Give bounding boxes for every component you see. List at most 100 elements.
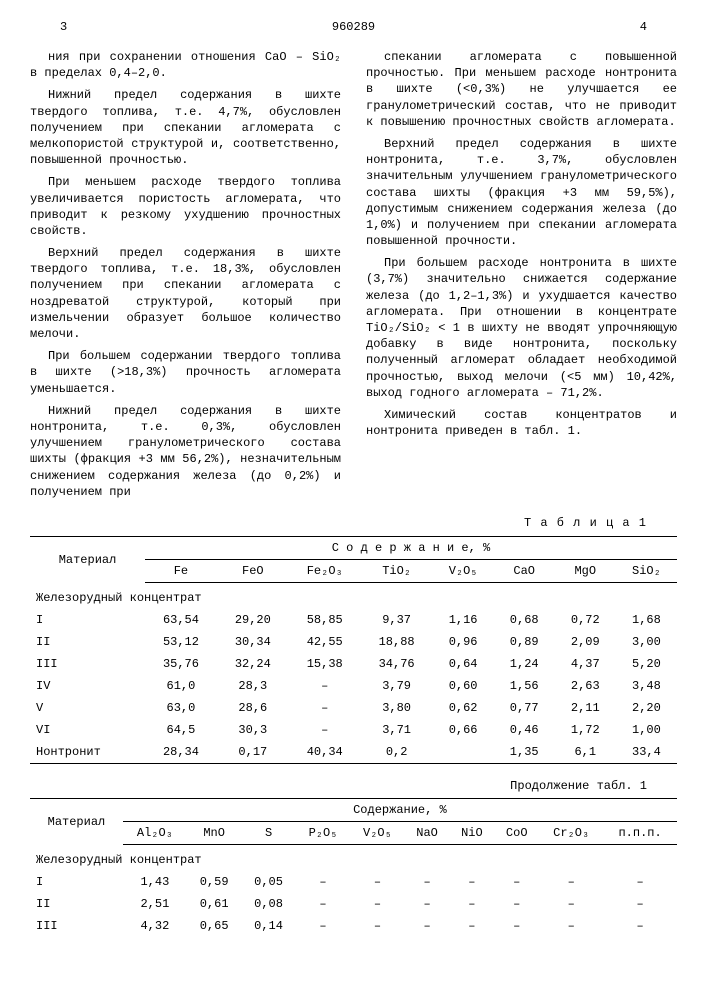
cell: – xyxy=(296,893,350,915)
cell: – xyxy=(449,893,494,915)
cell: – xyxy=(449,915,494,937)
cell: 35,76 xyxy=(145,653,217,675)
group: Железорудный концентрат xyxy=(30,582,677,609)
para: При большем расходе нонтронита в шихте (… xyxy=(366,255,677,401)
table-row: III35,7632,2415,3834,760,641,244,375,20 xyxy=(30,653,677,675)
row-label: Нонтронит xyxy=(30,741,145,763)
cell: 0,60 xyxy=(433,675,494,697)
cell: 0,96 xyxy=(433,631,494,653)
cell: 2,20 xyxy=(616,697,677,719)
cell: 0,62 xyxy=(433,697,494,719)
cell: 9,37 xyxy=(361,609,433,631)
patent-number: 960289 xyxy=(302,20,405,34)
para: ния при сохранении отношения CaO – SiO₂ … xyxy=(30,49,341,81)
cell: – xyxy=(405,871,450,893)
cell: 64,5 xyxy=(145,719,217,741)
col-material: Материал xyxy=(30,798,123,844)
row-label: I xyxy=(30,609,145,631)
table2-cols: Al₂O₃MnOSP₂O₅V₂O₅NaONiOCoOCr₂O₃п.п.п. xyxy=(30,821,677,844)
cell: 0,59 xyxy=(187,871,241,893)
cell: 0,89 xyxy=(494,631,555,653)
row-label: II xyxy=(30,893,123,915)
cell: 0,68 xyxy=(494,609,555,631)
row-label: VI xyxy=(30,719,145,741)
cell: – xyxy=(603,893,677,915)
body-columns: ния при сохранении отношения CaO – SiO₂ … xyxy=(30,49,677,506)
row-label: I xyxy=(30,871,123,893)
row-label: III xyxy=(30,915,123,937)
cell: 29,20 xyxy=(217,609,289,631)
cell: 34,76 xyxy=(361,653,433,675)
cell: 32,24 xyxy=(217,653,289,675)
cell: 0,46 xyxy=(494,719,555,741)
cell: 2,09 xyxy=(555,631,616,653)
cell: 0,72 xyxy=(555,609,616,631)
cell: 1,35 xyxy=(494,741,555,763)
cell: 0,61 xyxy=(187,893,241,915)
col: NiO xyxy=(449,821,494,844)
cell: 1,72 xyxy=(555,719,616,741)
cell: 28,6 xyxy=(217,697,289,719)
cell: – xyxy=(539,915,603,937)
col: TiO₂ xyxy=(361,559,433,582)
table-2: Материал Содержание, % Al₂O₃MnOSP₂O₅V₂O₅… xyxy=(30,798,677,937)
cell: – xyxy=(289,675,361,697)
cell: 0,08 xyxy=(241,893,295,915)
col: MgO xyxy=(555,559,616,582)
cell: 1,00 xyxy=(616,719,677,741)
cell: 28,34 xyxy=(145,741,217,763)
col-span: Содержание, % xyxy=(123,798,677,821)
col-span: С о д е р ж а н и е, % xyxy=(145,536,677,559)
para: Химический состав концентратов и нонтрон… xyxy=(366,407,677,439)
cell: 2,51 xyxy=(123,893,187,915)
cell: – xyxy=(494,893,539,915)
cell: 33,4 xyxy=(616,741,677,763)
cell: – xyxy=(539,893,603,915)
cell: – xyxy=(494,871,539,893)
cell: 4,37 xyxy=(555,653,616,675)
col: V₂O₅ xyxy=(350,821,404,844)
cell: – xyxy=(296,915,350,937)
cell: 30,34 xyxy=(217,631,289,653)
cell: – xyxy=(539,871,603,893)
table-row: V63,028,6–3,800,620,772,112,20 xyxy=(30,697,677,719)
row-label: II xyxy=(30,631,145,653)
cell: 42,55 xyxy=(289,631,361,653)
cell xyxy=(433,741,494,763)
table-row: III4,320,650,14––––––– xyxy=(30,915,677,937)
cell: 1,16 xyxy=(433,609,494,631)
col: FeO xyxy=(217,559,289,582)
col: Al₂O₃ xyxy=(123,821,187,844)
continuation-label: Продолжение табл. 1 xyxy=(30,779,677,793)
cell: 53,12 xyxy=(145,631,217,653)
cell: 15,38 xyxy=(289,653,361,675)
cell: 18,88 xyxy=(361,631,433,653)
cell: 0,64 xyxy=(433,653,494,675)
cell: – xyxy=(603,915,677,937)
left-column: ния при сохранении отношения CaO – SiO₂ … xyxy=(30,49,341,506)
cell: 0,2 xyxy=(361,741,433,763)
group: Железорудный концентрат xyxy=(30,844,677,871)
para: спекании агломерата с повышенной прочнос… xyxy=(366,49,677,130)
table-row: VI64,530,3–3,710,660,461,721,00 xyxy=(30,719,677,741)
cell: 6,1 xyxy=(555,741,616,763)
cell: 3,79 xyxy=(361,675,433,697)
cell: 1,24 xyxy=(494,653,555,675)
col: Fe xyxy=(145,559,217,582)
cell: 0,17 xyxy=(217,741,289,763)
col: CaO xyxy=(494,559,555,582)
cell: 63,0 xyxy=(145,697,217,719)
col: SiO₂ xyxy=(616,559,677,582)
page-left: 3 xyxy=(30,20,97,34)
col: CoO xyxy=(494,821,539,844)
cell: – xyxy=(350,915,404,937)
col: P₂O₅ xyxy=(296,821,350,844)
cell: – xyxy=(603,871,677,893)
table-row: IV61,028,3–3,790,601,562,633,48 xyxy=(30,675,677,697)
cell: – xyxy=(494,915,539,937)
cell: – xyxy=(449,871,494,893)
cell: – xyxy=(296,871,350,893)
col: V₂O₅ xyxy=(433,559,494,582)
cell: 61,0 xyxy=(145,675,217,697)
cell: 3,80 xyxy=(361,697,433,719)
